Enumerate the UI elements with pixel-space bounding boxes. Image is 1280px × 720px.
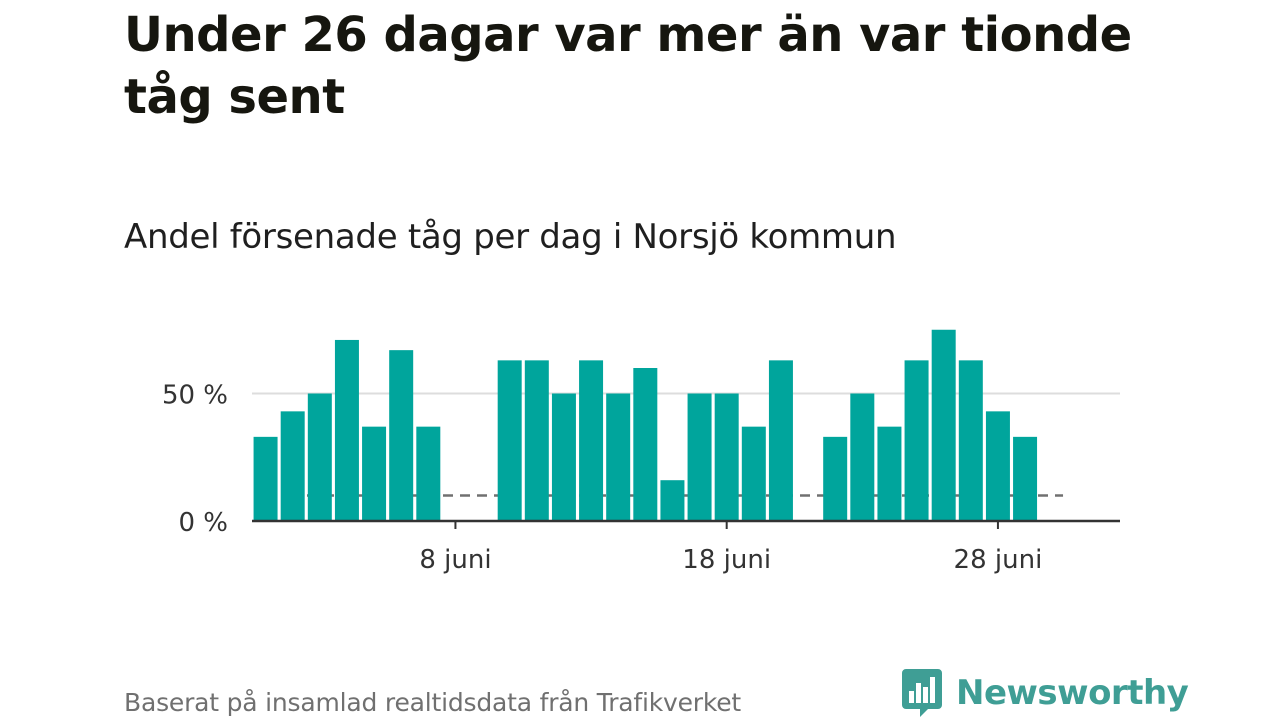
bar — [280, 411, 305, 521]
bar — [253, 436, 278, 521]
bar — [850, 393, 875, 521]
axes: 0 % 50 % 8 juni 18 juni 28 juni — [162, 381, 1120, 575]
brand-logo: Newsworthy — [902, 668, 1189, 718]
bar — [687, 393, 712, 521]
source-note: Baserat på insamlad realtidsdata från Tr… — [124, 688, 742, 717]
x-tick-label: 28 juni — [954, 545, 1043, 575]
bar — [416, 426, 441, 521]
y-tick-label: 0 % — [178, 508, 228, 538]
bar — [823, 436, 848, 521]
bar — [958, 360, 983, 521]
bar — [904, 360, 929, 521]
bar-chart-speech-bubble-icon — [902, 669, 942, 717]
bar — [389, 350, 414, 521]
bar — [633, 368, 658, 521]
bar — [334, 339, 359, 521]
bar — [931, 329, 956, 521]
bar — [551, 393, 576, 521]
bar — [1013, 436, 1038, 521]
bar — [606, 393, 631, 521]
bar — [307, 393, 332, 521]
bar — [877, 426, 902, 521]
bar — [741, 426, 766, 521]
bar — [660, 480, 685, 521]
bar — [985, 411, 1010, 521]
bar — [362, 426, 387, 521]
bar — [768, 360, 793, 521]
bar — [714, 393, 739, 521]
x-tick-label: 18 juni — [682, 545, 771, 575]
x-tick-label: 8 juni — [419, 545, 491, 575]
chart-subtitle: Andel försenade tåg per dag i Norsjö kom… — [124, 217, 897, 257]
bars — [253, 329, 1038, 521]
chart-title: Under 26 dagar var mer än var tionde tåg… — [124, 7, 1132, 125]
bar — [579, 360, 604, 521]
bar — [497, 360, 522, 521]
brand-name: Newsworthy — [956, 673, 1189, 713]
y-tick-label: 50 % — [162, 381, 228, 411]
bar — [524, 360, 549, 521]
